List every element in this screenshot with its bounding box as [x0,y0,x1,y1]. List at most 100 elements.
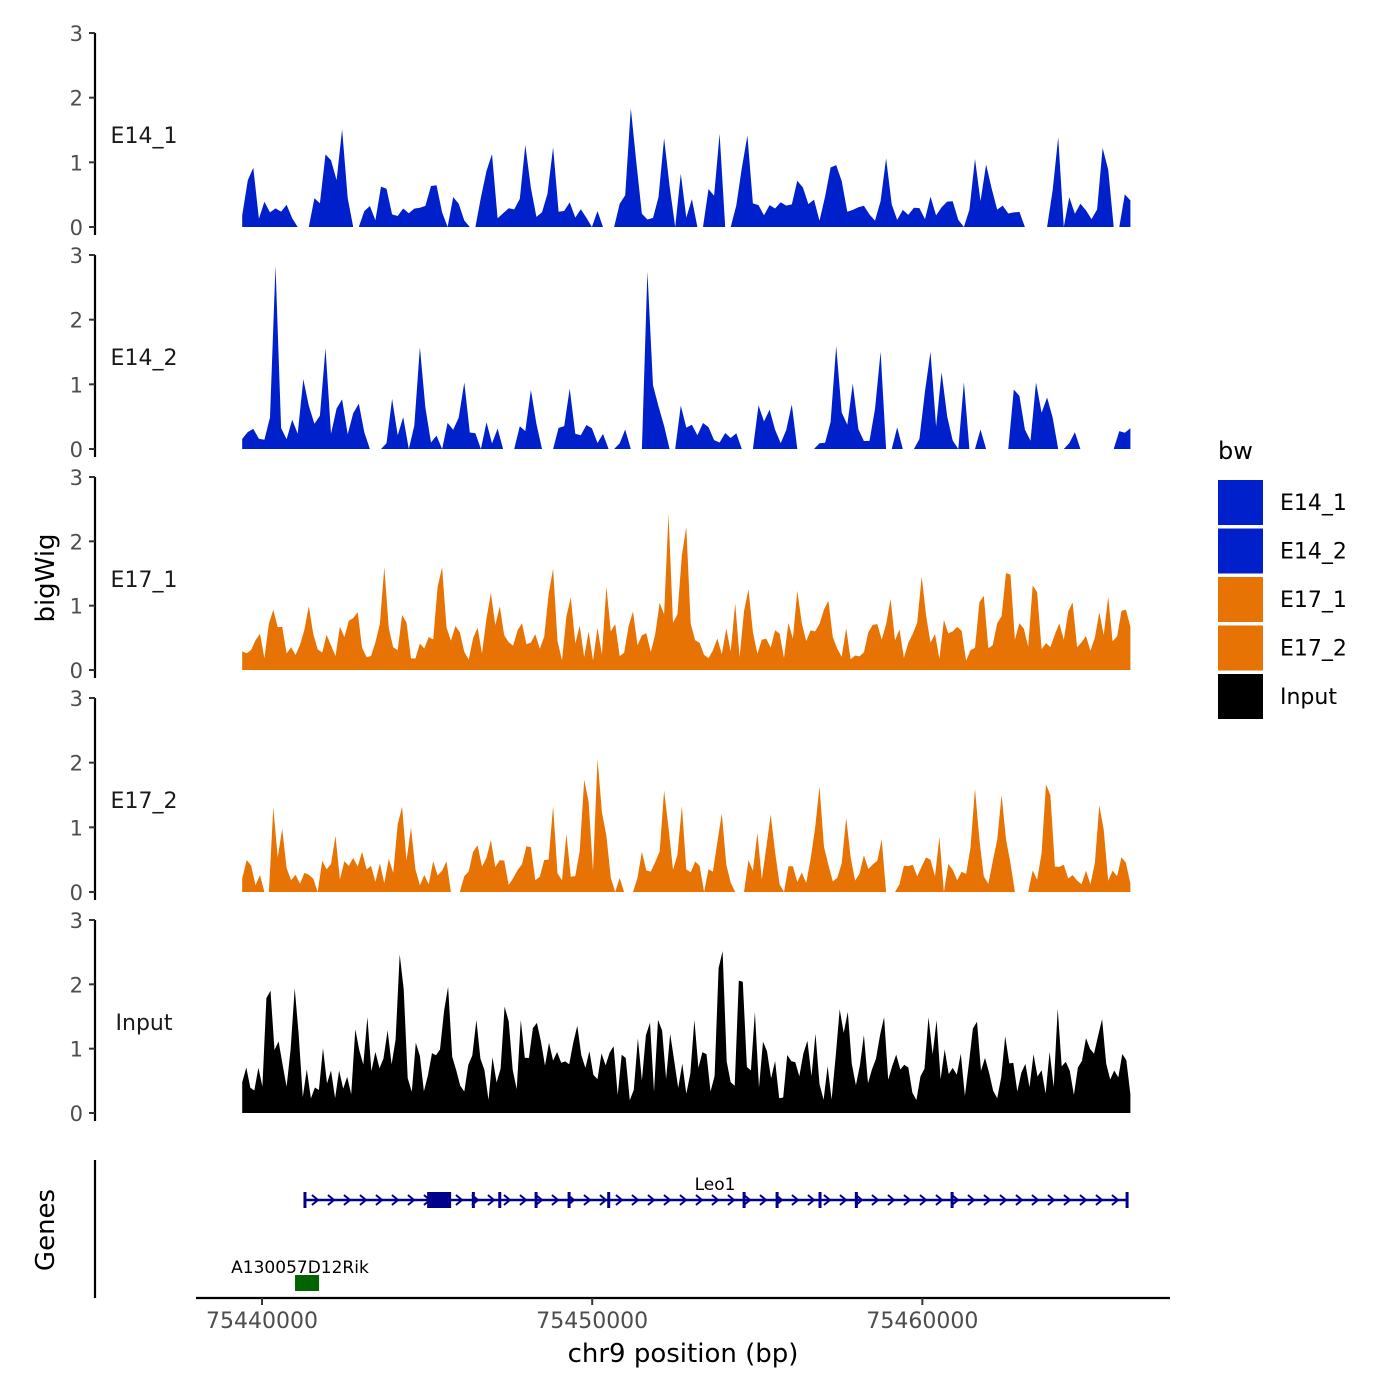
gene-exon [775,1192,779,1208]
strand-chevron [487,1194,496,1206]
legend-swatch [1218,528,1263,574]
strand-chevron [1111,1194,1120,1206]
strand-chevron [871,1194,880,1206]
strand-chevron [343,1194,352,1206]
gene-exon [303,1192,307,1208]
track-E14_1: 0 1 2 3 E14_1 [70,22,1131,240]
strand-chevron [663,1194,672,1206]
gene-exon [567,1192,571,1208]
gene-exon [534,1192,538,1208]
legend-swatch [1218,674,1263,719]
strand-chevron [455,1194,464,1206]
y-tick-label: 0 [70,438,83,462]
track-label: E17_1 [111,568,178,593]
strand-chevron [919,1194,928,1206]
track-Input: 0 1 2 3 Input [70,909,1131,1126]
strand-chevron [1015,1194,1024,1206]
strand-chevron [695,1194,704,1206]
y-tick-label: 0 [70,216,83,240]
bigwig-tracks: 0 1 2 3 E14_1 0 1 2 3 E14_2 0 1 2 3 E17_1 0 1 2 3 E17_2 0 1 2 3… [70,22,1131,1126]
y-tick-label: 0 [70,1102,83,1126]
strand-chevron [551,1194,560,1206]
strand-chevron [391,1194,400,1206]
gene-exon [471,1192,475,1208]
strand-chevron [647,1194,656,1206]
legend-swatch [1218,625,1263,671]
strand-chevron [983,1194,992,1206]
strand-chevron [359,1194,368,1206]
strand-chevron [1063,1194,1072,1206]
gene-label: A130057D12Rik [231,1258,369,1278]
legend: E14_1 E14_2 E17_1 E17_2 Input [1218,480,1347,719]
gene-label: Leo1 [695,1175,736,1195]
y-tick-label: 2 [70,752,83,776]
strand-chevron [791,1194,800,1206]
y-tick-label: 3 [70,909,83,933]
track-E14_2: 0 1 2 3 E14_2 [70,244,1131,462]
y-tick-label: 0 [70,659,83,683]
x-tick-label: 75440000 [206,1309,318,1334]
gene-exon [854,1192,858,1208]
strand-chevron [743,1194,752,1206]
gene-exon [742,1192,746,1208]
legend-item-E14_1: E14_1 [1218,480,1347,525]
track-label: E14_2 [111,346,178,371]
gene-exon [1125,1192,1129,1208]
y-tick-label: 1 [70,151,83,175]
track-label: Input [116,1011,173,1036]
legend-title: bw [1218,437,1253,465]
gene-exon [818,1192,822,1208]
signal-area-E17_2 [242,758,1131,892]
gene-A130057D12Rik: A130057D12Rik [231,1258,369,1291]
strand-chevron [535,1194,544,1206]
y-tick-label: 1 [70,1038,83,1062]
gene-exon [295,1275,320,1291]
gene-Leo1: Leo1 [303,1175,1129,1208]
y-tick-label: 3 [70,466,83,490]
strand-chevron [823,1194,832,1206]
y-tick-label: 3 [70,244,83,268]
y-tick-label: 1 [70,373,83,397]
strand-chevron [679,1194,688,1206]
strand-chevron [311,1194,320,1206]
strand-chevron [807,1194,816,1206]
gene-exon [438,1192,442,1208]
signal-area-E14_2 [242,265,1131,449]
strand-chevron [519,1194,528,1206]
legend-label: E17_1 [1280,588,1347,613]
track-label: E17_2 [111,789,178,814]
x-tick-label: 75460000 [866,1309,978,1334]
y-tick-label: 2 [70,309,83,333]
legend-item-Input: Input [1218,674,1337,719]
signal-area-Input [242,951,1131,1113]
track-label: E14_1 [111,124,178,149]
signal-area-E14_1 [242,108,1131,227]
strand-chevron [935,1194,944,1206]
legend-label: E17_2 [1280,637,1347,662]
track-E17_2: 0 1 2 3 E17_2 [70,687,1131,905]
signal-area-E17_1 [242,514,1131,670]
y-tick-label: 2 [70,530,83,554]
x-axis-label: chr9 position (bp) [568,1339,799,1369]
strand-chevron [711,1194,720,1206]
strand-chevron [327,1194,336,1206]
x-axis: 75440000 75450000 75460000 [196,1296,1170,1334]
strand-chevron [407,1194,416,1206]
genes-panel-label: Genes [31,1189,61,1271]
strand-chevron [503,1194,512,1206]
y-tick-label: 3 [70,22,83,46]
y-tick-label: 3 [70,687,83,711]
y-tick-label: 1 [70,816,83,840]
strand-chevron [967,1194,976,1206]
strand-chevron [583,1194,592,1206]
strand-chevron [759,1194,768,1206]
strand-chevron [1047,1194,1056,1206]
strand-chevron [903,1194,912,1206]
x-tick-label: 75450000 [536,1309,648,1334]
strand-chevron [1095,1194,1104,1206]
legend-item-E14_2: E14_2 [1218,528,1347,574]
gene-exon [950,1192,954,1208]
y-tick-label: 1 [70,595,83,619]
strand-chevron [839,1194,848,1206]
legend-item-E17_2: E17_2 [1218,625,1347,671]
